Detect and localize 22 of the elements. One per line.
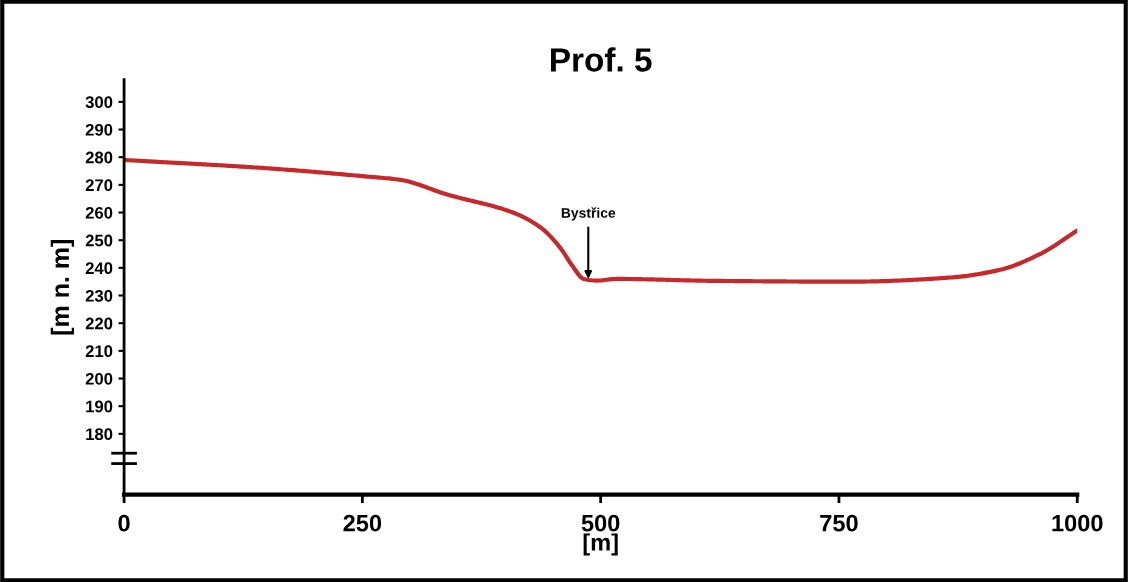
x-axis-title: [m] xyxy=(583,533,618,556)
y-tick-label: 220 xyxy=(85,317,113,330)
y-tick-label: 190 xyxy=(86,400,113,413)
y-tick-label: 250 xyxy=(85,234,113,247)
y-tick-label: 300 xyxy=(85,96,113,109)
x-tick-label: 250 xyxy=(343,514,382,532)
y-tick-label: 230 xyxy=(85,289,113,302)
y-tick-label: 200 xyxy=(85,372,113,385)
annotation: Bystřice xyxy=(561,207,616,221)
y-tick-label: 210 xyxy=(85,345,113,358)
x-tick-label: 750 xyxy=(820,514,858,532)
y-tick-label: 270 xyxy=(85,179,113,192)
y-tick-label: 260 xyxy=(85,206,113,219)
x-tick-label: 1000 xyxy=(1052,514,1103,532)
x-tick-label: 0 xyxy=(118,514,130,532)
y-tick-label: 240 xyxy=(85,262,113,275)
y-tick-label: 180 xyxy=(86,428,113,441)
y-tick-label: 290 xyxy=(85,123,113,136)
y-tick-label: 280 xyxy=(85,151,113,164)
y-axis-title: [m n. m] xyxy=(50,240,75,335)
x-tick-label: 500 xyxy=(581,514,620,532)
chart-title: Prof. 5 xyxy=(551,47,652,72)
